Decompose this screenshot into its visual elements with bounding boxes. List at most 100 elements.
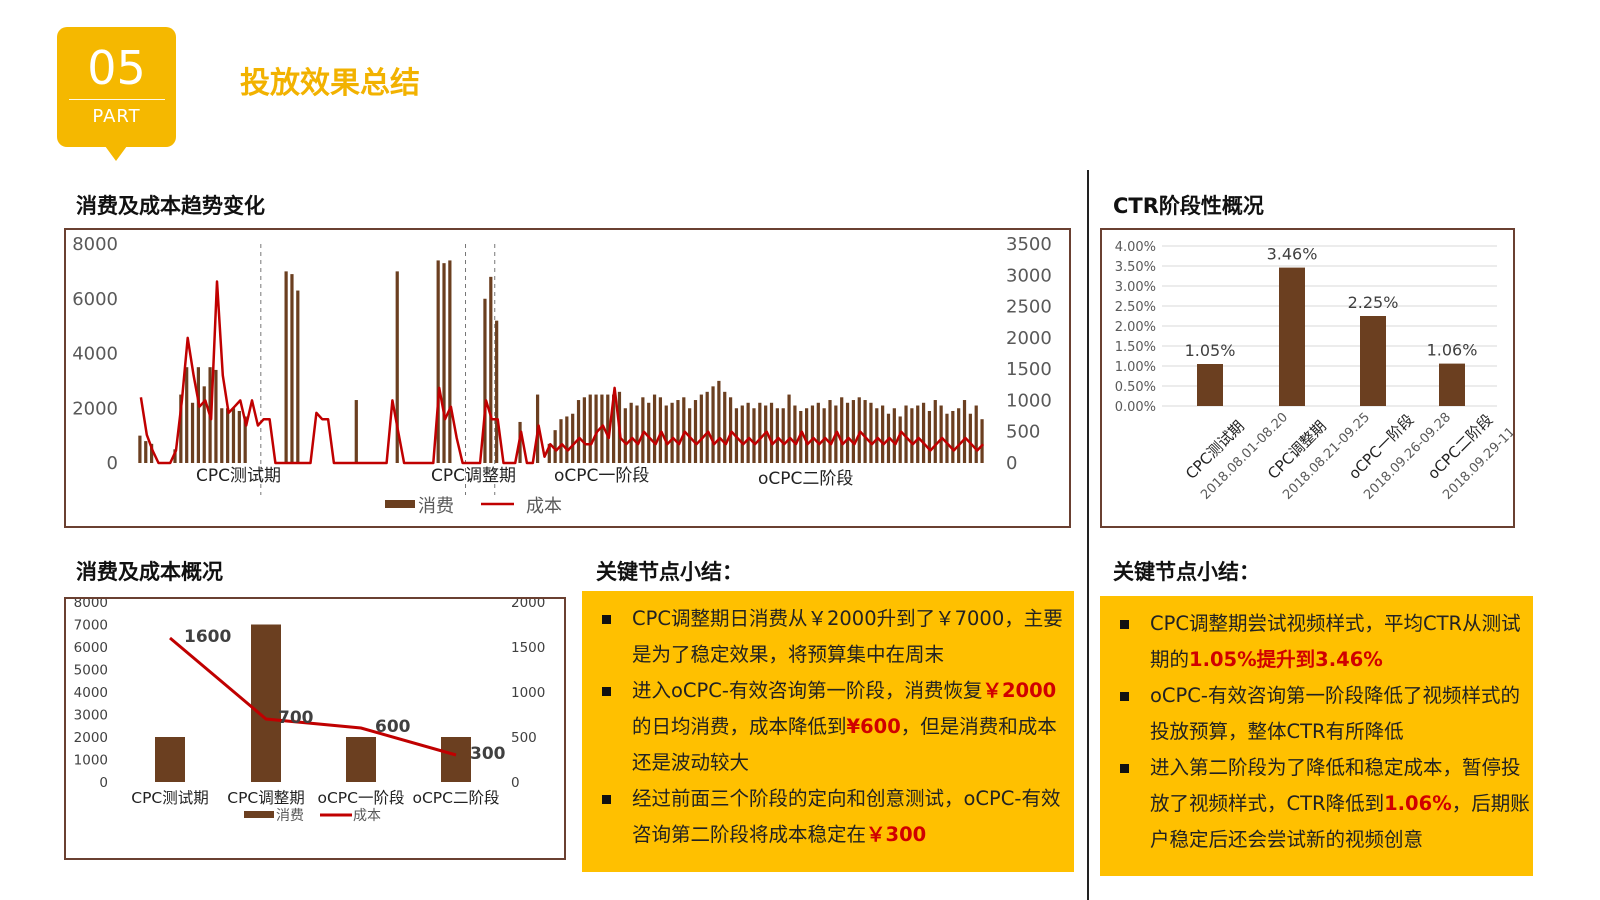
note-item: 进入第二阶段为了降低和稳定成本，暂停投放了视频样式，CTR降低到1.06%，后期… (1100, 750, 1533, 858)
spend-bar (793, 405, 797, 463)
spend-bar (927, 410, 932, 463)
cost-data-label: 700 (278, 708, 314, 728)
note-item: 进入oCPC-有效咨询第一阶段，消费恢复￥2000 的日均消费，成本降低到¥600… (582, 673, 1074, 781)
spend-bar (740, 405, 744, 463)
spend-bar (647, 402, 651, 463)
spend-bar (758, 402, 762, 463)
cost-data-label: 1600 (184, 627, 231, 647)
y-tick: 1.50% (1115, 340, 1156, 355)
ctr-data-label: 3.46% (1267, 245, 1318, 264)
page-title: 投放效果总结 (240, 66, 420, 101)
note-text: ，但是消费和成本还是波动较大 (632, 715, 1057, 774)
spend-bar (600, 394, 604, 463)
spend-bar (910, 408, 914, 463)
y-tick: 4.00% (1115, 240, 1156, 255)
ctr-bar (1439, 363, 1465, 406)
spend-bar (816, 402, 820, 463)
spend-bar (851, 400, 856, 463)
y-right-tick: 1000 (1006, 390, 1052, 411)
y-right-tick: 1000 (511, 685, 545, 701)
y-left-tick: 4000 (72, 344, 118, 365)
spend-bar (448, 260, 452, 463)
y-right-tick: 0 (1006, 453, 1017, 474)
spend-bar (489, 276, 493, 463)
overview-chart: 0 1000 2000 3000 4000 5000 6000 7000 8000 0 500 100… (64, 595, 566, 860)
spend-bar (190, 402, 195, 463)
spend-bar (594, 394, 598, 463)
spend-bar (226, 408, 230, 463)
spend-bar (442, 263, 446, 463)
y-tick: 2.50% (1115, 300, 1156, 315)
notes-left-list: CPC调整期日消费从￥2000升到了￥7000，主要是为了稳定效果，将预算集中在… (582, 601, 1074, 853)
spend-bar (857, 397, 861, 463)
spend-bar (957, 408, 961, 463)
spend-bar (974, 405, 978, 463)
spend-bar (904, 405, 908, 463)
spend-bar (869, 402, 873, 463)
spend-bar (635, 405, 639, 463)
spend-bar (892, 408, 896, 463)
spend-bar (752, 408, 756, 463)
part-badge: 05 PART (57, 27, 176, 161)
spend-bar (828, 400, 832, 463)
spend-bar (290, 274, 294, 463)
spend-bar (202, 386, 206, 463)
spend-bar (395, 271, 399, 463)
spend-bar (251, 624, 281, 782)
note-item: oCPC-有效咨询第一阶段降低了视频样式的投放预算，整体CTR有所降低 (1100, 678, 1533, 750)
spend-bar (237, 410, 241, 463)
spend-bar (676, 400, 680, 463)
trend-chart-title: 消费及成本趋势变化 (76, 194, 265, 218)
y-right-tick: 500 (511, 730, 537, 746)
notes-left-panel: CPC调整期日消费从￥2000升到了￥7000，主要是为了稳定效果，将预算集中在… (582, 591, 1074, 872)
y-left-tick: 7000 (74, 618, 108, 634)
spend-bar (138, 435, 142, 463)
spend-bar (699, 394, 703, 463)
spend-bar (728, 397, 733, 463)
y-left-tick: 0 (99, 775, 108, 791)
spend-bar (185, 367, 189, 463)
legend-spend-label: 消费 (418, 496, 454, 517)
y-right-tick: 2500 (1006, 297, 1052, 318)
y-tick: 1.00% (1115, 360, 1156, 375)
spend-bar (945, 413, 949, 463)
cost-line (139, 280, 985, 465)
spend-bar (612, 394, 616, 463)
spend-bar (799, 410, 803, 463)
y-left-tick: 5000 (74, 663, 108, 679)
y-tick: 2.00% (1115, 320, 1156, 335)
legend-cost-label: 成本 (526, 496, 562, 517)
spend-bar (553, 430, 557, 463)
spend-bar (354, 400, 358, 463)
spend-bar (664, 405, 668, 463)
ctr-bar (1197, 364, 1223, 406)
spend-bar (284, 271, 288, 463)
notes-right-panel: CPC调整期尝试视频样式，平均CTR从测试期的1.05%提升到3.46% oCPC… (1100, 596, 1533, 876)
ctr-chart-title: CTR阶段性概况 (1113, 194, 1264, 218)
note-text: 进入oCPC-有效咨询第一阶段，消费恢复 (632, 679, 983, 702)
spend-bar (875, 408, 879, 463)
spend-bar (980, 419, 984, 463)
spend-bar (705, 391, 709, 463)
spend-bar (746, 402, 750, 463)
spend-bar (576, 400, 581, 463)
spend-bar (214, 369, 218, 463)
ctr-data-label: 2.25% (1348, 293, 1399, 312)
trend-chart-svg: 0 2000 4000 6000 8000 0 500 1000 1500 2000 2500 300… (72, 234, 1052, 517)
spend-bar (898, 416, 902, 463)
spend-bar (629, 402, 633, 463)
column-divider (1087, 170, 1089, 900)
spend-bar (781, 408, 785, 463)
note-highlight: 1.06% (1384, 792, 1452, 815)
y-right-tick: 2000 (511, 599, 545, 611)
note-highlight: ¥600 (846, 715, 901, 738)
spend-bar (155, 737, 185, 782)
spend-bar (196, 367, 200, 463)
spend-bar (693, 400, 698, 463)
spend-bar (179, 394, 183, 463)
overview-chart-svg: 0 1000 2000 3000 4000 5000 6000 7000 8000 0 500 100… (74, 595, 546, 824)
spend-bar (951, 410, 955, 463)
note-text: ，后期账户稳定后还会尝试新的视频创意 (1150, 792, 1530, 851)
y-left-tick: 6000 (74, 640, 108, 656)
spend-bar (346, 737, 376, 782)
